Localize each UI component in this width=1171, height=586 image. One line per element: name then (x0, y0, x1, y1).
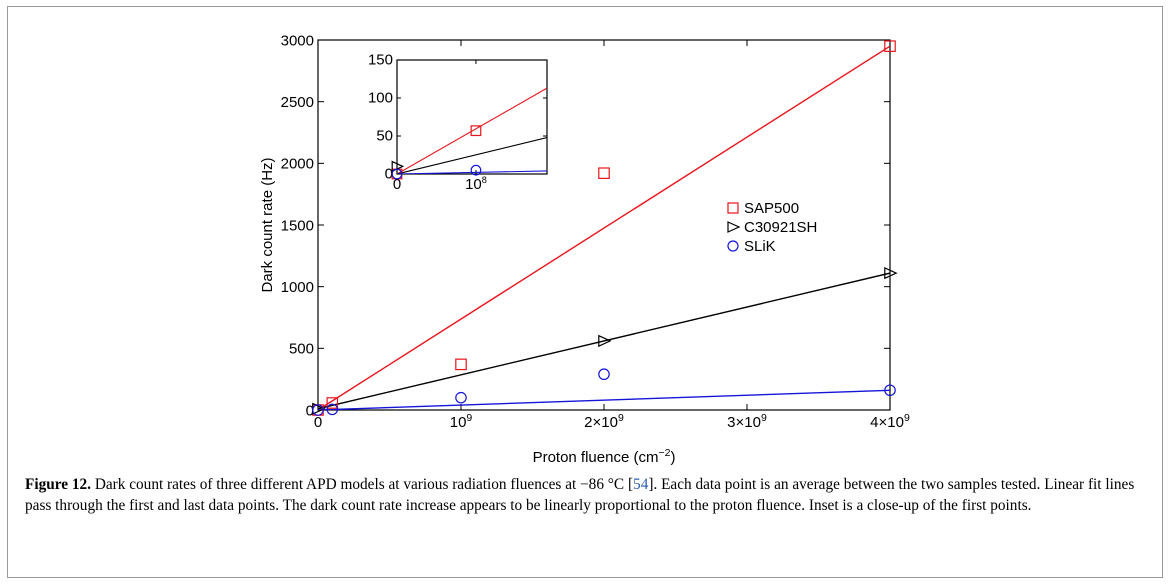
inset-x-tick-label: 0 (393, 176, 401, 193)
inset-sap500-point (470, 125, 482, 137)
main-slik-point (598, 368, 610, 381)
main-y-tick-label: 500 (289, 341, 314, 358)
inset-c30921sh-fit-line (397, 136, 547, 174)
figure-frame (7, 6, 1163, 578)
legend: SAP500 C30921SH SLiK (727, 200, 817, 255)
main-sap500-fit-line (318, 45, 890, 410)
main-slik-point (455, 391, 467, 404)
caption-text-1: Dark count rates of three different APD … (91, 476, 634, 493)
inset-slik-point (470, 164, 482, 176)
main-y-tick-label: 2500 (281, 94, 314, 111)
inset-plot: 0 50 100 150 0 108 (368, 52, 548, 193)
axis-labels: Proton fluence (cm−2) Dark count rate (Hz… (259, 157, 675, 466)
y-axis-label: Dark count rate (Hz) (259, 157, 276, 292)
main-x-tick-label: 4×109 (870, 412, 910, 431)
caption-text-2: ]. Each data point is an average between… (25, 476, 1135, 514)
citation-link[interactable]: 54 (633, 476, 649, 493)
inset-y-tick-label: 50 (376, 128, 393, 145)
main-c30921sh-point (598, 334, 612, 348)
main-slik-point (312, 404, 324, 416)
main-x-tick-label: 2×109 (584, 412, 624, 431)
main-sap500-point (326, 397, 339, 409)
inset-sap500-fit-line (397, 87, 547, 174)
main-sap500-point (884, 40, 896, 52)
inset-slik-point (391, 168, 403, 180)
inset-y-tick-label: 150 (368, 52, 393, 69)
main-sap500-point (598, 167, 610, 179)
main-c30921sh-point (884, 266, 898, 280)
legend-slik-marker (727, 240, 739, 252)
main-x-tick-label: 109 (450, 412, 473, 431)
main-y-tick-label: 1000 (281, 279, 314, 296)
figure-label: Figure 12. (25, 476, 91, 493)
legend-sap500-marker (727, 202, 739, 214)
main-slik-point (326, 403, 339, 416)
inset-y-tick-label: 100 (368, 90, 393, 107)
main-c30921sh-fit-line (318, 272, 890, 410)
inset-x-tick-label: 108 (465, 175, 487, 193)
legend-c30921sh-label: C30921SH (744, 219, 817, 236)
legend-sap500-label: SAP500 (744, 200, 799, 217)
main-y-tick-label: 1500 (281, 217, 314, 234)
main-x-tick-label: 3×109 (727, 412, 767, 431)
figure-caption: Figure 12. Dark count rates of three dif… (25, 474, 1145, 516)
inset-plot-frame (396, 59, 548, 175)
main-slik-fit-line (318, 389, 890, 410)
main-y-tick-label: 0 (306, 402, 314, 419)
main-sap500-point (455, 358, 467, 371)
main-y-tick-label: 3000 (281, 32, 314, 49)
main-y-tick-label: 2000 (281, 156, 314, 173)
x-axis-label: Proton fluence (cm−2) (533, 447, 676, 466)
main-slik-point (884, 384, 896, 397)
main-x-tick-label: 0 (314, 414, 322, 431)
main-plot-area (318, 45, 890, 410)
inset-y-tick-label: 0 (385, 166, 393, 183)
legend-c30921sh-marker (727, 221, 741, 233)
legend-slik-label: SLiK (744, 238, 776, 255)
